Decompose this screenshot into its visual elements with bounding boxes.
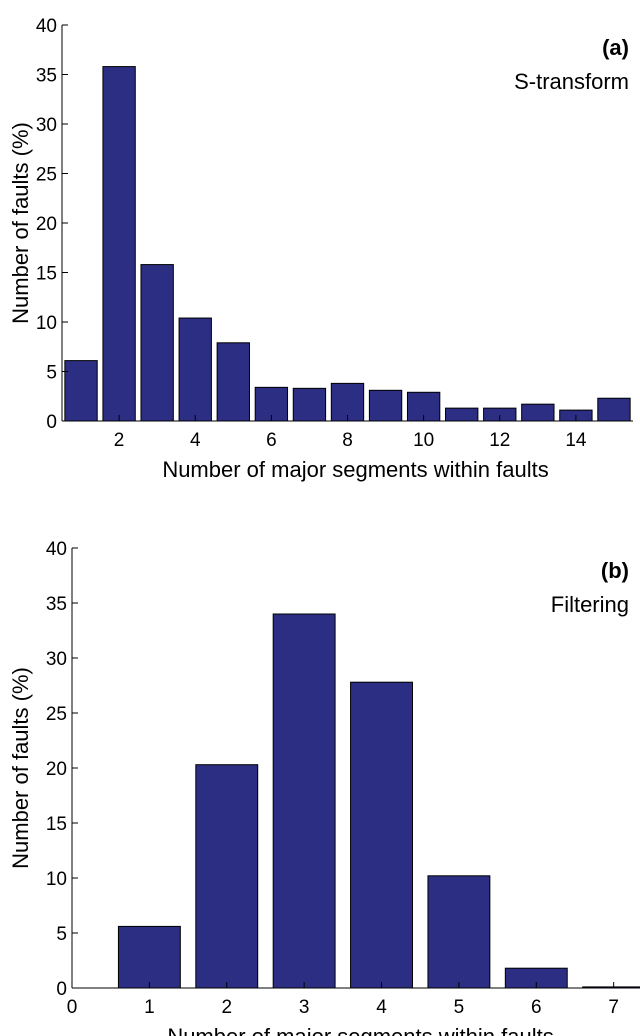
panel-letter: (b) [601, 558, 629, 583]
y-tick-label: 15 [46, 814, 67, 835]
bar [330, 382, 365, 422]
x-tick-label: 14 [565, 430, 587, 451]
y-tick-label: 20 [36, 214, 57, 235]
bar [178, 317, 212, 422]
y-tick-label: 30 [36, 115, 57, 136]
bar [272, 613, 336, 989]
x-tick-label: 2 [221, 997, 232, 1018]
bar [292, 387, 327, 422]
x-tick-label: 6 [266, 430, 277, 451]
x-tick-label: 0 [67, 997, 78, 1018]
y-tick-label: 15 [36, 264, 57, 285]
bar [368, 389, 403, 422]
x-axis-label: Number of major segments within faults [167, 1024, 553, 1036]
bar [140, 264, 174, 422]
x-tick-label: 12 [489, 430, 510, 451]
x-tick-label: 4 [190, 430, 201, 451]
x-tick-label: 7 [608, 997, 619, 1018]
bar [216, 342, 250, 422]
x-tick-label: 2 [114, 430, 125, 451]
y-tick-label: 5 [56, 924, 67, 945]
bar [350, 681, 413, 989]
y-tick-label: 35 [46, 594, 67, 615]
bar [117, 925, 181, 989]
y-tick-label: 0 [46, 412, 57, 433]
x-tick-label: 4 [376, 997, 387, 1018]
x-tick-label: 5 [454, 997, 465, 1018]
y-tick-label: 10 [46, 869, 67, 890]
y-tick-label: 30 [46, 649, 67, 670]
y-tick-label: 0 [56, 979, 67, 1000]
y-tick-label: 40 [46, 539, 67, 560]
y-tick-label: 20 [46, 759, 67, 780]
y-axis-label: Number of faults (%) [8, 122, 33, 324]
x-tick-label: 6 [531, 997, 542, 1018]
y-tick-label: 25 [36, 165, 57, 186]
panel-method: S-transform [514, 69, 629, 94]
panel-method: Filtering [551, 592, 629, 617]
x-tick-label: 8 [342, 430, 353, 451]
y-tick-label: 40 [36, 16, 57, 37]
y-tick-label: 35 [36, 66, 57, 87]
y-tick-label: 10 [36, 313, 57, 334]
x-tick-label: 3 [299, 997, 310, 1018]
bar [195, 764, 259, 989]
x-tick-label: 1 [144, 997, 155, 1018]
bar [64, 360, 98, 422]
bar [427, 875, 491, 989]
bar [597, 397, 631, 422]
panel-letter: (a) [602, 35, 629, 60]
y-axis-label: Number of faults (%) [8, 667, 33, 869]
bar [102, 66, 136, 422]
bar [445, 407, 479, 422]
y-tick-label: 5 [46, 363, 57, 384]
x-tick-label: 10 [413, 430, 434, 451]
x-axis-label: Number of major segments within faults [162, 457, 548, 482]
y-tick-label: 25 [46, 704, 67, 725]
bar [521, 403, 555, 422]
